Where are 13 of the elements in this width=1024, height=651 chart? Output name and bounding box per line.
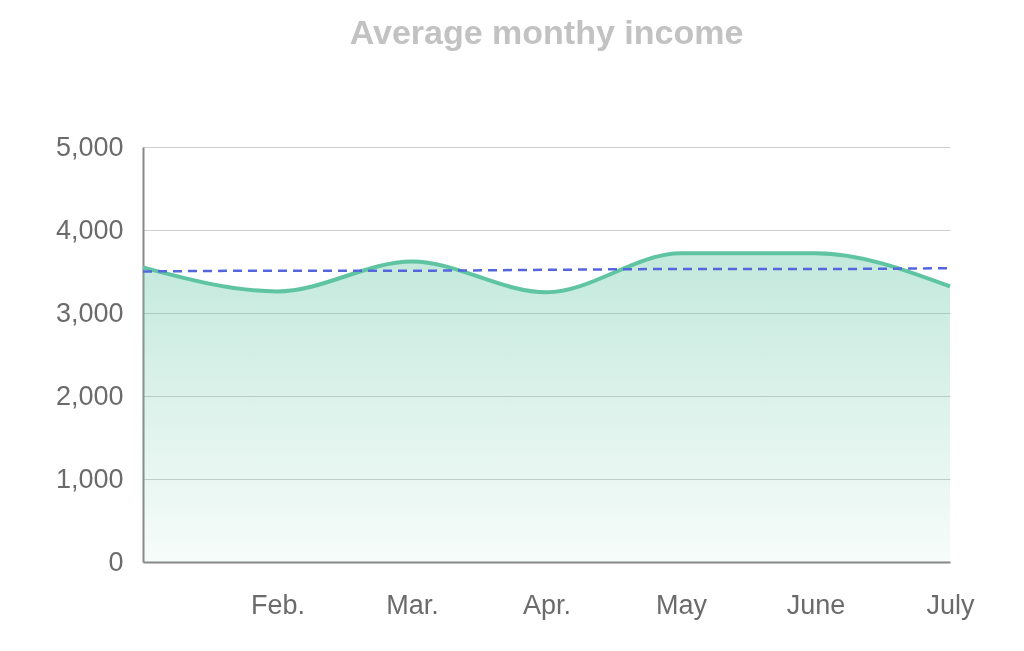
x-tick-label: Mar. <box>386 589 439 620</box>
chart-title: Average monthy income <box>349 13 744 51</box>
x-tick-label: July <box>926 589 976 620</box>
y-tick-label: 2,000 <box>55 380 124 411</box>
y-tick-label: 1,000 <box>55 463 124 494</box>
y-tick-label: 4,000 <box>55 214 124 245</box>
y-tick-label: 5,000 <box>55 131 124 162</box>
x-tick-label: June <box>786 589 846 620</box>
x-tick-label: Feb. <box>250 589 306 620</box>
x-tick-label: Apr. <box>522 589 572 620</box>
x-tick-label: May <box>655 589 708 620</box>
y-tick-label: 0 <box>108 546 124 577</box>
y-tick-label: 3,000 <box>55 297 124 328</box>
